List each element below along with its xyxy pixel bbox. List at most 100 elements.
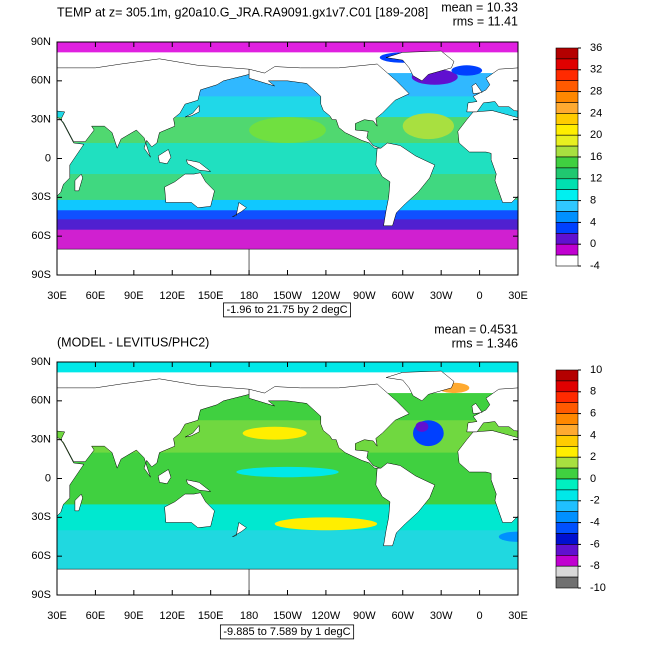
land <box>626 493 647 528</box>
colorbar-box <box>555 134 579 147</box>
colorbar-tick-label: 6 <box>590 408 596 420</box>
colorbar-box <box>555 445 579 458</box>
land <box>184 104 200 118</box>
land <box>248 383 410 469</box>
colorbar-tick-label: 8 <box>590 195 596 207</box>
info-box <box>223 302 351 318</box>
y-tick-label: 90N <box>31 36 51 48</box>
colorbar-tick-label: -8 <box>590 560 600 572</box>
ocean-field <box>0 383 8 393</box>
info-label: -9.885 to 7.589 by 1 degC <box>223 626 350 638</box>
y-tick-label: 90S <box>31 589 51 601</box>
colorbar-box <box>555 554 579 567</box>
y-tick-label: 30S <box>31 191 51 203</box>
colorbar-box <box>555 413 579 425</box>
colorbar-box <box>555 478 579 491</box>
ocean-field <box>627 462 647 483</box>
colorbar-box <box>555 576 579 589</box>
land <box>164 172 215 208</box>
x-tick-label: 90E <box>124 290 144 302</box>
colorbar-box <box>555 369 579 382</box>
panel-title: (MODEL - LEVITUS/PHC2) <box>57 335 209 349</box>
y-tick-label: 60N <box>31 395 51 407</box>
ocean-field <box>415 421 429 432</box>
y-tick-label: 0 <box>45 152 51 164</box>
land <box>375 142 436 227</box>
colorbar-box <box>555 58 579 71</box>
x-tick-label: 30W <box>430 290 453 302</box>
ocean-field <box>57 362 518 373</box>
x-tick-label: 30E <box>508 610 528 622</box>
x-tick-label: 150W <box>273 610 302 622</box>
colorbar-box <box>555 222 579 234</box>
y-tick-label: 30N <box>31 434 51 446</box>
colorbar-tick-label: 2 <box>590 451 596 463</box>
colorbar-tick-label: 4 <box>590 216 596 228</box>
colorbar-tick-label: 12 <box>590 173 602 185</box>
colorbar-tick-label: 20 <box>590 129 602 141</box>
colorbar-box <box>555 233 579 245</box>
colorbar-tick-label: 16 <box>590 151 602 163</box>
info-box <box>219 624 355 640</box>
x-tick-label: 120E <box>159 610 185 622</box>
land <box>164 492 215 528</box>
x-tick-label: 60W <box>391 610 414 622</box>
ocean-field <box>57 229 518 253</box>
x-tick-label: 90E <box>124 610 144 622</box>
x-tick-label: 60E <box>86 290 106 302</box>
land <box>74 493 83 512</box>
colorbar-box <box>555 467 579 480</box>
colorbar-box <box>555 47 579 60</box>
colorbar-box <box>555 80 579 92</box>
colorbar-box <box>555 189 579 201</box>
ocean-field <box>57 174 518 201</box>
x-tick-label: 0 <box>477 610 483 622</box>
colorbar-box <box>555 69 579 82</box>
land <box>157 469 172 484</box>
land <box>57 568 250 595</box>
colorbar-box <box>555 511 579 523</box>
ocean-field <box>57 142 518 175</box>
colorbar-box <box>555 124 579 136</box>
map <box>0 362 647 595</box>
colorbar-box <box>555 402 579 414</box>
land <box>57 437 85 517</box>
y-tick-label: 60S <box>31 550 51 562</box>
colorbar-tick-label: 4 <box>590 429 596 441</box>
y-tick-label: 90N <box>31 356 51 368</box>
ocean-field <box>57 42 518 53</box>
info-label: -1.96 to 21.75 by 2 degC <box>226 304 347 316</box>
ocean-field <box>57 199 518 211</box>
land <box>11 83 21 93</box>
colorbar-tick-label: 24 <box>590 107 602 119</box>
land <box>619 149 632 163</box>
land <box>386 50 455 82</box>
y-tick-label: 90S <box>31 269 51 281</box>
colorbar-tick-label: -2 <box>590 495 600 507</box>
ocean-field <box>274 517 378 531</box>
ocean-field <box>402 113 454 140</box>
land <box>375 462 436 547</box>
colorbar-tick-label: -4 <box>590 260 600 272</box>
colorbar-box <box>555 500 579 512</box>
colorbar-box <box>555 522 579 534</box>
ocean-field <box>242 426 307 440</box>
x-tick-label: 90W <box>353 610 376 622</box>
land <box>232 202 247 217</box>
ocean-field <box>57 452 518 505</box>
stat-label: mean = 10.33 <box>441 0 518 14</box>
colorbar-box <box>555 489 579 502</box>
land <box>619 469 632 483</box>
land <box>626 173 647 208</box>
ocean-field <box>57 219 518 231</box>
land <box>74 173 83 192</box>
colorbar-tick-label: 36 <box>590 42 602 54</box>
stat-label: rms = 1.346 <box>452 336 518 350</box>
x-tick-label: 150E <box>198 610 224 622</box>
colorbar-box <box>555 156 579 169</box>
ocean-field <box>249 117 326 143</box>
colorbar-tick-label: 0 <box>590 473 596 485</box>
x-tick-label: 30E <box>47 610 67 622</box>
